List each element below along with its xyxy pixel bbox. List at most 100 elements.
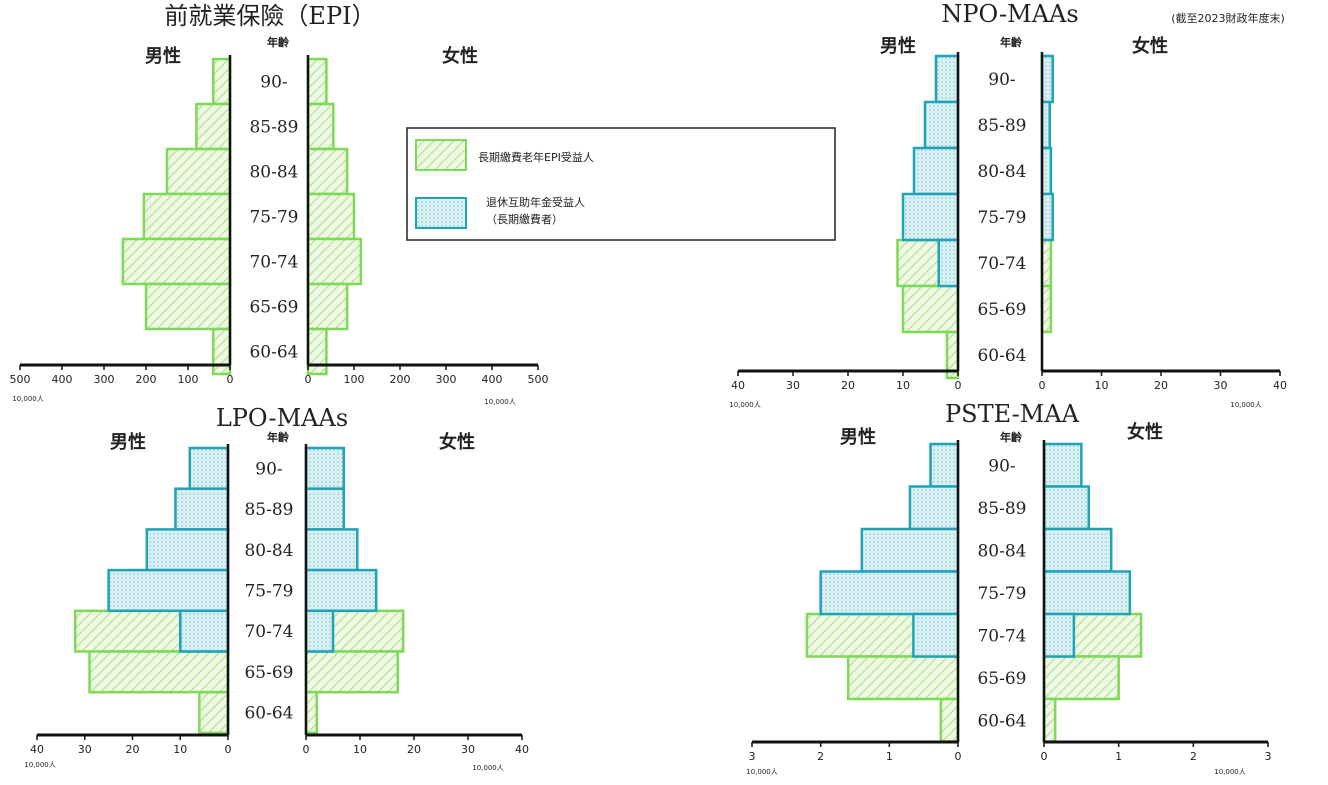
age-label-80-84: 80-84 (977, 162, 1026, 182)
male-tick-label-0: 0 (955, 379, 962, 392)
male-tick-label-500: 500 (10, 373, 31, 386)
bar-female-epi-85-89 (306, 102, 335, 151)
bar-female-mutual-70-74 (1042, 612, 1076, 658)
bar-male-mutual-80-84 (912, 146, 960, 196)
bar-male-epi-65-69 (88, 650, 230, 694)
female-tick-label-3: 3 (1265, 750, 1272, 763)
age-label-65-69: 65-69 (977, 300, 1026, 320)
legend-epi-label: 長期繳費老年EPI受益人 (478, 150, 594, 164)
male-label: 男性 (840, 426, 876, 448)
male-label: 男性 (880, 35, 916, 57)
age-label-85-89: 85-89 (977, 499, 1026, 519)
bar-female-mutual-75-79 (1040, 192, 1054, 242)
female-tick-label-500: 500 (528, 373, 549, 386)
bar-female-epi-60-64 (1042, 697, 1057, 743)
legend-frame (406, 127, 836, 241)
male-tick-label-10: 10 (173, 743, 187, 756)
age-label-70-74: 70-74 (244, 622, 293, 642)
female-tick-label-2: 2 (1190, 750, 1197, 763)
bar-female-epi-65-69 (1042, 655, 1120, 701)
female-tick-label-30: 30 (461, 743, 475, 756)
age-label-85-89: 85-89 (244, 500, 293, 520)
male-unit-label: 10,000人 (12, 395, 44, 403)
bar-female-mutual-80-84 (1042, 527, 1113, 573)
male-tick-label-2: 2 (817, 750, 824, 763)
female-tick-label-0: 0 (1041, 750, 1048, 763)
age-label-60-64: 60-64 (977, 346, 1026, 366)
age-label-75-79: 75-79 (977, 584, 1026, 604)
female-unit-label: 10,000人 (1230, 401, 1262, 409)
age-header: 年齡 (1000, 430, 1022, 444)
bar-male-epi-90- (211, 57, 232, 106)
bar-female-mutual-80-84 (304, 528, 359, 572)
female-tick-label-40: 40 (515, 743, 529, 756)
bar-male-mutual-80-84 (860, 527, 960, 573)
age-label-65-69: 65-69 (249, 298, 298, 318)
legend-mutual-swatch (415, 197, 467, 229)
male-label: 男性 (110, 431, 146, 453)
bar-female-mutual-90- (1040, 54, 1054, 104)
bar-male-epi-80-84 (165, 147, 232, 196)
male-tick-label-10: 10 (896, 379, 910, 392)
age-label-75-79: 75-79 (977, 208, 1026, 228)
female-label: 女性 (1127, 421, 1163, 443)
age-label-60-64: 60-64 (977, 711, 1026, 731)
bar-female-mutual-90- (304, 446, 346, 490)
age-header: 年齡 (267, 430, 289, 444)
bar-male-mutual-85-89 (923, 100, 960, 150)
fiscal-year-note: (截至2023財政年度末) (1171, 11, 1285, 25)
female-unit-label: 10,000人 (1214, 768, 1246, 776)
age-label-70-74: 70-74 (977, 626, 1026, 646)
age-label-90-: 90- (988, 456, 1015, 476)
female-tick-label-20: 20 (407, 743, 421, 756)
age-label-80-84: 80-84 (249, 163, 298, 183)
bar-female-mutual-85-89 (1042, 485, 1091, 531)
bar-female-epi-65-69 (306, 282, 349, 331)
bar-male-mutual-85-89 (174, 487, 230, 531)
male-unit-label: 10,000人 (729, 401, 761, 409)
bar-male-mutual-80-84 (145, 528, 230, 572)
bar-female-epi-60-64 (304, 690, 319, 735)
bar-male-mutual-90- (934, 54, 960, 104)
female-tick-label-0: 0 (1039, 379, 1046, 392)
age-label-75-79: 75-79 (244, 581, 293, 601)
age-label-75-79: 75-79 (249, 208, 298, 228)
bar-female-mutual-75-79 (304, 568, 378, 613)
bar-female-mutual-70-74 (304, 609, 335, 653)
female-tick-label-200: 200 (390, 373, 411, 386)
female-tick-label-40: 40 (1273, 379, 1287, 392)
bar-male-epi-70-74 (121, 237, 232, 286)
bar-male-epi-75-79 (142, 192, 232, 241)
male-tick-label-0: 0 (227, 373, 234, 386)
female-unit-label: 10,000人 (484, 398, 516, 406)
chart-legend: 長期繳費老年EPI受益人 退休互助年金受益人 （長期繳費者） (406, 127, 836, 241)
female-label: 女性 (1132, 35, 1168, 57)
bar-male-epi-65-69 (901, 284, 960, 334)
bar-female-mutual-80-84 (1040, 146, 1053, 196)
bar-male-mutual-85-89 (908, 485, 960, 531)
age-label-90-: 90- (255, 459, 282, 479)
bar-female-epi-75-79 (306, 192, 356, 241)
panel-title: PSTE-MAA (945, 400, 1080, 428)
age-header: 年齡 (267, 35, 289, 49)
female-tick-label-10: 10 (1095, 379, 1109, 392)
female-tick-label-300: 300 (436, 373, 457, 386)
panel-title: LPO-MAAs (216, 404, 348, 432)
bar-male-mutual-70-74 (937, 238, 960, 288)
pyramid-panel-3: LPO-MAAs 男性 女性 年齡 90- 85-89 80-84 75-79 70-74 65-… (24, 404, 529, 772)
male-tick-label-200: 200 (136, 373, 157, 386)
age-label-60-64: 60-64 (244, 704, 293, 724)
legend-mutual-label-line2: （長期繳費者） (486, 212, 563, 226)
male-label: 男性 (145, 45, 181, 67)
bar-male-mutual-70-74 (179, 609, 230, 653)
female-tick-label-10: 10 (353, 743, 367, 756)
female-tick-label-400: 400 (482, 373, 503, 386)
age-label-90-: 90- (988, 70, 1015, 90)
bar-female-epi-70-74 (306, 237, 363, 286)
bar-female-epi-60-64 (306, 327, 328, 376)
bar-male-epi-60-64 (198, 690, 230, 735)
bar-male-epi-60-64 (939, 697, 960, 743)
male-tick-label-1: 1 (886, 750, 893, 763)
age-label-70-74: 70-74 (977, 254, 1026, 274)
